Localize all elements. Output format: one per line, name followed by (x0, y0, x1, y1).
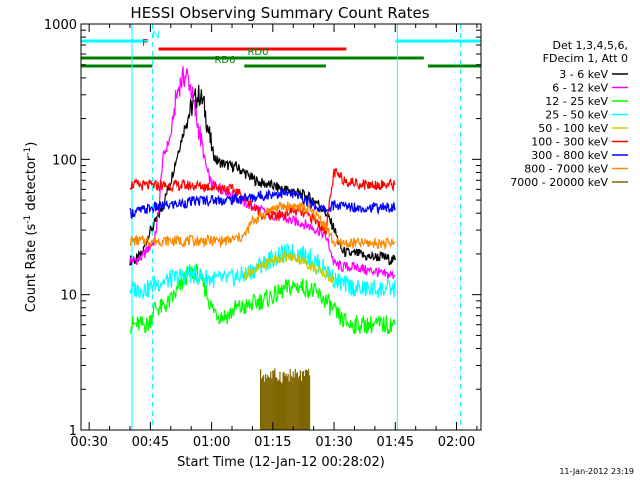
x-tick-label: 00:45 (132, 435, 169, 450)
flag-bars: NF RD0 RD6 (81, 30, 481, 68)
x-axis: 00:30 00:45 01:00 01:15 01:30 01:45 02:00 (70, 24, 478, 450)
plot-timestamp: 11-Jan-2012 23:19 (559, 467, 634, 476)
x-tick-label: 02:00 (438, 435, 475, 450)
series-line (129, 263, 396, 335)
vertical-markers (131, 24, 462, 430)
x-tick-label: 01:45 (377, 435, 414, 450)
x-tick-label: 01:30 (315, 435, 352, 450)
legend-label: 800 - 7000 keV (524, 163, 608, 176)
y-axis-label-mid: detector (24, 155, 39, 215)
legend-label: 50 - 100 keV (538, 122, 608, 135)
legend-label: 100 - 300 keV (531, 136, 608, 149)
y-tick-label: 1000 (44, 18, 77, 33)
flag-bar-label: RD6 (214, 55, 235, 66)
legend: Det 1,3,4,5,6,FDecim 1, Att 0 3 - 6 keV6 … (510, 39, 628, 189)
y-tick-label: 10 (60, 289, 77, 304)
flag-bar-label: F (142, 38, 148, 49)
x-axis-label: Start Time (12-Jan-12 00:28:02) (177, 455, 385, 470)
x-tick-label: 01:00 (193, 435, 230, 450)
plot-frame (80, 23, 482, 431)
legend-label: 300 - 800 keV (531, 149, 608, 162)
y-axis-label-sup1: -1 (23, 215, 33, 224)
flag-bar-label: RD0 (247, 47, 268, 58)
y-axis-label-prefix: Count Rate (s (24, 224, 39, 313)
legend-label: 6 - 12 keV (552, 82, 608, 95)
legend-label: 25 - 50 keV (545, 109, 608, 122)
y-axis-label: Count Rate (s-1 detector-1) (23, 142, 39, 313)
legend-label: 7000 - 20000 keV (510, 176, 608, 189)
series-lines (129, 66, 396, 430)
y-axis-label-suffix: ) (24, 142, 39, 147)
legend-header: Det 1,3,4,5,6, (552, 39, 628, 52)
y-tick-label: 100 (52, 153, 77, 168)
series-line (129, 168, 396, 235)
legend-label: 3 - 6 keV (559, 68, 608, 81)
series-line (243, 250, 335, 284)
y-axis-label-sup2: -1 (23, 147, 33, 156)
series-line (129, 201, 396, 251)
legend-header: FDecim 1, Att 0 (543, 52, 628, 65)
legend-label: 12 - 25 keV (545, 95, 608, 108)
chart-title: HESSI Observing Summary Count Rates (130, 4, 429, 22)
series-line (129, 84, 396, 266)
series-line (129, 66, 396, 280)
x-tick-label: 01:15 (254, 435, 291, 450)
series-line (129, 188, 396, 219)
y-tick-label: 1 (69, 424, 77, 439)
x-tick-label: 00:30 (70, 435, 107, 450)
flag-bar-label: N (152, 30, 159, 41)
y-axis: 1 10 100 1000 (44, 18, 481, 439)
